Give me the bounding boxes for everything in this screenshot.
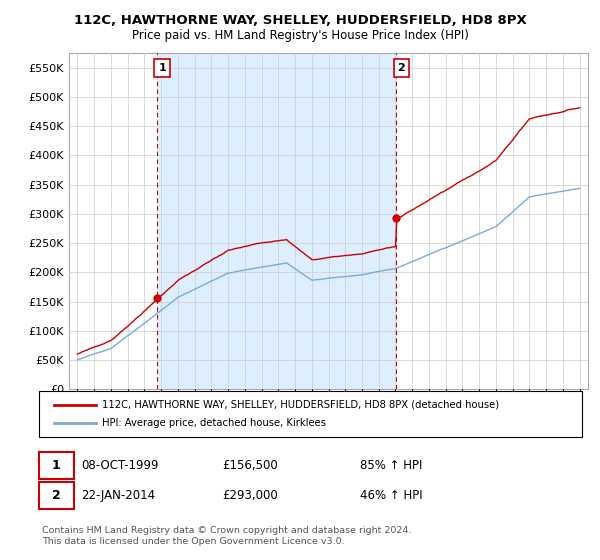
Bar — [157, 53, 397, 389]
Text: 1: 1 — [158, 63, 166, 73]
Text: 46% ↑ HPI: 46% ↑ HPI — [360, 489, 422, 502]
Text: 85% ↑ HPI: 85% ↑ HPI — [360, 459, 422, 473]
Text: 112C, HAWTHORNE WAY, SHELLEY, HUDDERSFIELD, HD8 8PX (detached house): 112C, HAWTHORNE WAY, SHELLEY, HUDDERSFIE… — [102, 400, 499, 409]
Text: £293,000: £293,000 — [222, 489, 278, 502]
Text: Contains HM Land Registry data © Crown copyright and database right 2024.
This d: Contains HM Land Registry data © Crown c… — [42, 526, 412, 546]
Text: 112C, HAWTHORNE WAY, SHELLEY, HUDDERSFIELD, HD8 8PX: 112C, HAWTHORNE WAY, SHELLEY, HUDDERSFIE… — [74, 14, 526, 27]
Text: £156,500: £156,500 — [222, 459, 278, 473]
Text: Price paid vs. HM Land Registry's House Price Index (HPI): Price paid vs. HM Land Registry's House … — [131, 29, 469, 42]
Text: 08-OCT-1999: 08-OCT-1999 — [81, 459, 158, 473]
Text: 1: 1 — [52, 459, 61, 473]
Text: 2: 2 — [398, 63, 406, 73]
Text: 2: 2 — [52, 489, 61, 502]
Text: HPI: Average price, detached house, Kirklees: HPI: Average price, detached house, Kirk… — [102, 418, 326, 428]
Text: 22-JAN-2014: 22-JAN-2014 — [81, 489, 155, 502]
